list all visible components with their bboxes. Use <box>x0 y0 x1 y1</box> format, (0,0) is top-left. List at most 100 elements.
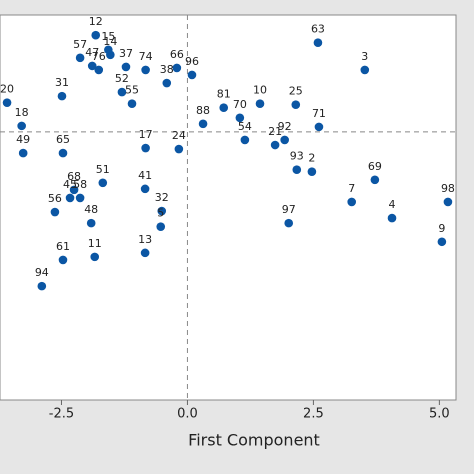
point-label: 12 <box>89 15 103 28</box>
point-label: 61 <box>56 240 70 253</box>
point-label: 66 <box>170 48 184 61</box>
point <box>437 237 447 247</box>
point-label: 52 <box>115 72 129 85</box>
point <box>75 53 85 63</box>
point <box>37 281 47 291</box>
point-label: 31 <box>55 76 69 89</box>
point-label: 76 <box>92 50 106 63</box>
point <box>141 143 150 153</box>
point-label: 48 <box>84 203 98 216</box>
point <box>280 135 289 145</box>
point-label: 32 <box>155 191 169 204</box>
point <box>18 148 28 158</box>
point-label: 14 <box>103 35 117 48</box>
point <box>94 65 104 75</box>
point-label: 2 <box>308 152 315 165</box>
x-axis-label: First Component <box>188 431 320 450</box>
point-label: 63 <box>311 23 325 36</box>
point <box>307 167 317 177</box>
point <box>140 184 150 194</box>
point-label: 88 <box>196 104 210 117</box>
point-label: 37 <box>119 47 133 60</box>
point-label: 4 <box>389 198 396 211</box>
point-label: 41 <box>138 169 152 182</box>
point <box>17 121 26 131</box>
point <box>292 165 302 175</box>
x-tick-label: 0.0 <box>177 407 198 422</box>
point-label: 9 <box>438 222 445 235</box>
point-label: 55 <box>125 84 139 97</box>
point <box>87 61 97 71</box>
point-label: 94 <box>35 266 49 279</box>
point <box>255 99 265 108</box>
point-label: 69 <box>368 160 382 173</box>
point <box>172 63 182 73</box>
point-label: 13 <box>138 233 152 246</box>
point <box>50 207 60 217</box>
point-label: 93 <box>290 150 304 163</box>
point <box>91 30 101 40</box>
point-label: 49 <box>16 133 30 146</box>
point-label: 58 <box>73 178 87 191</box>
point <box>156 222 166 231</box>
point-label: 3 <box>361 50 368 63</box>
point <box>157 206 167 216</box>
point <box>284 218 294 228</box>
point <box>2 98 12 107</box>
point-label: 57 <box>73 38 87 51</box>
point <box>69 185 79 195</box>
point <box>65 193 75 203</box>
point-label: 10 <box>253 84 267 97</box>
point <box>370 175 380 185</box>
point-label: 92 <box>278 120 292 133</box>
point <box>140 248 150 258</box>
point-label: 24 <box>172 129 186 142</box>
point-label: 74 <box>139 50 153 63</box>
point <box>162 78 172 88</box>
point-label: 70 <box>233 98 247 111</box>
x-tick-label: 5.0 <box>429 407 450 422</box>
point <box>314 122 324 132</box>
plot-area <box>0 14 457 401</box>
point <box>58 148 68 158</box>
point-label: 56 <box>48 192 62 205</box>
point <box>443 197 453 207</box>
point-label: 45 <box>63 178 77 191</box>
point <box>270 140 280 150</box>
point <box>240 135 250 145</box>
point-label: 7 <box>348 182 355 195</box>
point-label: 71 <box>312 107 326 120</box>
point <box>75 193 85 203</box>
point <box>58 255 68 265</box>
point <box>57 91 67 101</box>
point <box>360 65 370 75</box>
point <box>90 252 100 262</box>
point-label: 20 <box>0 83 14 96</box>
point-label: 5 <box>157 207 164 220</box>
point-label: 96 <box>185 55 199 68</box>
point-label: 51 <box>96 163 110 176</box>
point <box>219 103 229 113</box>
point-label: 68 <box>67 170 81 183</box>
point-label: 47 <box>85 46 99 59</box>
x-tick-label: -2.5 <box>49 407 74 422</box>
point <box>291 100 301 109</box>
point-label: 18 <box>15 106 29 119</box>
point-label: 21 <box>268 125 282 138</box>
point <box>313 38 323 48</box>
point-label: 15 <box>101 30 115 43</box>
point <box>127 99 137 108</box>
point-label: 54 <box>238 120 252 133</box>
point-label: 81 <box>217 88 231 101</box>
point-label: 65 <box>56 133 70 146</box>
point-label: 17 <box>139 128 153 141</box>
point <box>106 50 115 60</box>
point <box>387 213 397 223</box>
point <box>235 113 245 123</box>
point-label: 38 <box>160 63 174 76</box>
point-label: 25 <box>289 85 303 98</box>
point-label: 97 <box>282 203 296 216</box>
point-label: 11 <box>88 237 102 250</box>
point <box>86 218 96 228</box>
